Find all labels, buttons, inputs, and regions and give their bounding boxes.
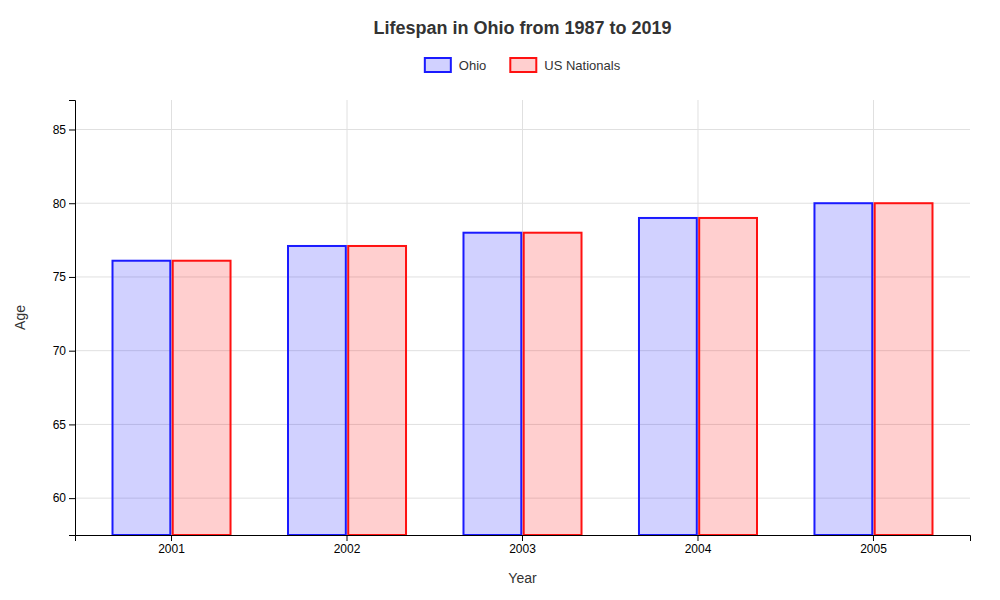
legend-label: Ohio	[459, 58, 486, 73]
tick-label: 70	[53, 344, 67, 358]
x-axis-title: Year	[508, 570, 537, 586]
tick-mark	[69, 498, 75, 499]
legend-swatch	[510, 58, 536, 72]
tick: 2002	[334, 535, 361, 556]
bar	[875, 203, 933, 535]
tick-mark	[69, 424, 75, 425]
tick: 80	[53, 197, 75, 211]
bar	[463, 233, 521, 535]
y-axis-title: Age	[12, 305, 28, 330]
series	[173, 203, 933, 535]
bar	[699, 218, 757, 535]
tick: 65	[53, 418, 75, 432]
tick-label: 85	[53, 123, 67, 137]
legend-swatch	[425, 58, 451, 72]
bar	[113, 261, 171, 535]
tick-label: 2001	[158, 542, 185, 556]
tick-mark	[522, 535, 523, 541]
tick-mark	[873, 535, 874, 541]
y-axis: 60 65 70 75 80 85	[53, 101, 76, 536]
tick-label: 65	[53, 418, 67, 432]
tick-mark	[69, 277, 75, 278]
tick-label: 2002	[334, 542, 361, 556]
tick: 2004	[685, 535, 712, 556]
tick: 75	[53, 270, 75, 284]
axis-line	[69, 101, 76, 536]
tick: 60	[53, 491, 75, 505]
x-axis: 2001 2002 2003 2004 2005	[76, 535, 971, 556]
tick-label: 75	[53, 270, 67, 284]
tick-mark	[347, 535, 348, 541]
legend-item: Ohio	[425, 58, 486, 73]
tick: 70	[53, 344, 75, 358]
bar	[814, 203, 872, 535]
grid	[75, 100, 970, 535]
tick: 85	[53, 123, 75, 137]
axis-line	[76, 536, 971, 542]
tick: 2001	[158, 535, 185, 556]
plot: 2001 2002 2003 2004 2005 60 65 70 75 80 85 Year Age	[12, 100, 971, 586]
tick: 2003	[509, 535, 536, 556]
tick-label: 2004	[685, 542, 712, 556]
bar	[173, 261, 231, 535]
legend: Ohio US Nationals	[425, 58, 621, 73]
tick-label: 60	[53, 491, 67, 505]
tick-label: 80	[53, 197, 67, 211]
tick-label: 2003	[509, 542, 536, 556]
bars	[113, 203, 933, 535]
bar	[639, 218, 697, 535]
tick-mark	[171, 535, 172, 541]
tick-mark	[69, 129, 75, 130]
series	[113, 203, 873, 535]
bar	[288, 246, 346, 535]
tick-mark	[69, 351, 75, 352]
tick-label: 2005	[860, 542, 887, 556]
chart: 2001 2002 2003 2004 2005 60 65 70 75 80 85 Year Age L…	[0, 0, 1000, 600]
tick-mark	[69, 203, 75, 204]
bar	[348, 246, 406, 535]
tick-mark	[697, 535, 698, 541]
tick: 2005	[860, 535, 887, 556]
bar	[524, 233, 582, 535]
legend-item: US Nationals	[510, 58, 620, 73]
legend-label: US Nationals	[544, 58, 620, 73]
title: Lifespan in Ohio from 1987 to 2019	[373, 18, 671, 38]
